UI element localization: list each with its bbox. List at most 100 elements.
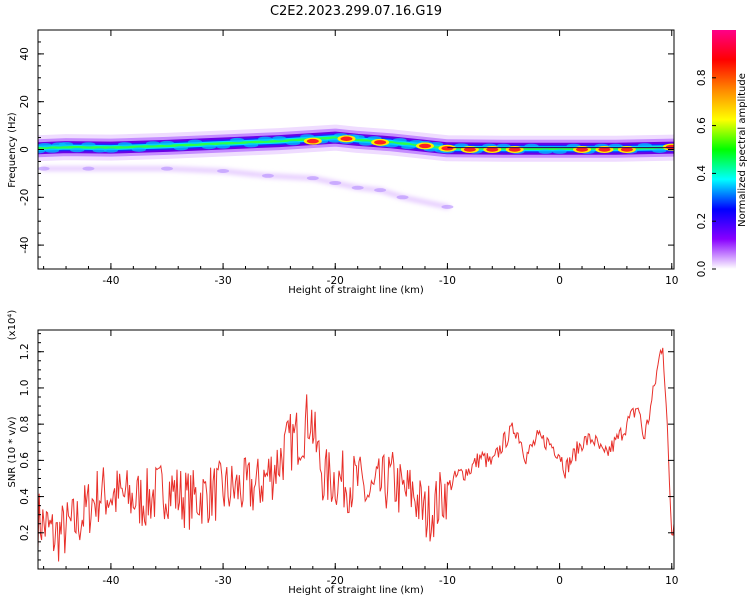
- ridge-speckle: [286, 140, 301, 146]
- ridge-speckle: [401, 144, 416, 150]
- spectrogram-xtick-label: 0: [556, 275, 563, 287]
- spectrogram-xtick-label: -10: [439, 275, 456, 287]
- snr-xtick-label: -20: [327, 575, 344, 587]
- colorbar-tick-label: 0.2: [696, 213, 708, 230]
- snr-frame: [37, 329, 675, 570]
- page-title: C2E2.2023.299.07.16.G19: [270, 4, 442, 19]
- ridge-speckle: [359, 141, 374, 146]
- hot-spot-core: [441, 146, 454, 151]
- spectrogram-xlabel: Height of straight line (km): [288, 285, 424, 296]
- secondary-track-blob: [351, 185, 364, 190]
- hot-spot-core: [340, 136, 353, 141]
- ridge-speckle: [392, 138, 407, 143]
- ridge-speckle: [174, 145, 189, 151]
- hot-spot-core: [306, 138, 319, 144]
- ridge-speckle: [131, 147, 146, 152]
- snr-ytick-label: 0.2: [19, 524, 31, 541]
- spectrogram-ytick-label: -40: [19, 237, 31, 254]
- ridge-speckle: [538, 149, 553, 154]
- secondary-track-blob: [374, 188, 387, 193]
- secondary-track-blob: [38, 166, 50, 171]
- ridge-speckle: [272, 136, 287, 141]
- colorbar-label: Normalized spectral amplitude: [737, 73, 748, 227]
- snr-xlabel: Height of straight line (km): [288, 585, 424, 596]
- secondary-track-blob: [160, 166, 173, 171]
- ridge-speckle: [258, 136, 273, 142]
- spectrogram-ytick-label: 0: [19, 146, 31, 153]
- colorbar-bar: [712, 30, 736, 269]
- secondary-track-blob: [82, 166, 95, 171]
- secondary-track-blob: [306, 176, 319, 181]
- ridge-speckle: [300, 134, 315, 139]
- ridge-speckle: [637, 143, 652, 148]
- hot-spot-core: [463, 147, 476, 152]
- ridge-speckle: [92, 148, 107, 153]
- ridge-speckle: [38, 148, 45, 154]
- snr-xtick-label: -30: [215, 575, 232, 587]
- snr-xtick-label: 10: [665, 575, 678, 587]
- ridge-speckle: [524, 143, 539, 149]
- snr-xtick-label: 0: [556, 575, 563, 587]
- colorbar-tick-label: 0.8: [696, 69, 708, 86]
- hot-spot-core: [418, 143, 431, 149]
- snr-ticks: -40 -30 -20 -10 0 10 0.2 0.4 0.6 0.8 1.0 1.2: [19, 330, 678, 587]
- spectrogram-ytick-label: 20: [19, 95, 31, 108]
- ridge-speckle: [230, 137, 245, 143]
- spectrogram-xtick-label: -40: [102, 275, 119, 287]
- secondary-track-blob: [261, 173, 274, 178]
- ridge-speckle: [608, 143, 623, 149]
- snr-plot-area: [38, 330, 674, 569]
- ridge-speckle: [45, 148, 60, 153]
- secondary-track-blob: [396, 195, 409, 200]
- colorbar-tick-label: 0.6: [696, 117, 708, 134]
- spectrogram-xtick-label: -30: [215, 275, 232, 287]
- snr-ytick-label: 0.8: [19, 416, 31, 433]
- hot-spot-core: [576, 147, 589, 152]
- snr-scale-label: (x10⁴): [7, 310, 18, 341]
- snr-ylabel: SNR (10 * v/v): [7, 416, 18, 487]
- ridge-speckle: [117, 142, 132, 147]
- ridge-speckle: [202, 144, 217, 150]
- snr-ytick-label: 0.6: [19, 452, 31, 469]
- ridge-speckle: [38, 142, 53, 148]
- hot-spot-core: [486, 147, 499, 152]
- ridge-speckle: [81, 142, 96, 147]
- secondary-track-blob: [441, 204, 454, 209]
- hot-spot-core: [508, 147, 521, 152]
- snr-panel: -40 -30 -20 -10 0 10 0.2 0.4 0.6 0.8 1.0 1.2 Height…: [7, 310, 678, 596]
- hot-spot-core: [374, 140, 387, 145]
- colorbar: 0.0 0.2 0.4 0.6 0.8 Normalized spectral ampl…: [696, 30, 748, 277]
- secondary-track-blob: [217, 169, 230, 174]
- snr-ytick-label: 1.0: [19, 380, 31, 397]
- ridge-core: [38, 136, 674, 151]
- spectrogram-heatmap: [38, 124, 674, 210]
- ridge-speckle: [145, 141, 160, 146]
- secondary-track-blob: [329, 180, 342, 185]
- ridge-speckle: [103, 148, 118, 153]
- ridge-speckle: [159, 140, 174, 146]
- ridge-speckle: [652, 148, 667, 153]
- spectrogram-ytick-label: 40: [19, 47, 31, 60]
- ridge-speckle: [552, 149, 567, 154]
- spectrogram-xtick-label: -20: [327, 275, 344, 287]
- ridge-speckle: [70, 147, 85, 153]
- snr-series-line: [38, 347, 674, 562]
- colorbar-tick-label: 0.0: [696, 261, 708, 278]
- ridge-speckle: [244, 142, 259, 148]
- colorbar-ticks: 0.0 0.2 0.4 0.6 0.8: [696, 69, 716, 277]
- spectrogram-ylabel: Frequency (Hz): [7, 112, 18, 188]
- ridge-speckle: [496, 143, 511, 149]
- spectrogram-ytick-label: -20: [19, 189, 31, 206]
- snr-ytick-label: 0.4: [19, 488, 31, 505]
- colorbar-tick-label: 0.4: [696, 165, 708, 182]
- snr-xtick-label: -10: [439, 575, 456, 587]
- ridge-speckle: [188, 139, 203, 145]
- spectrogram-panel: -40 -30 -20 -10 0 10 -40 -20 0 20 40 Height of str…: [7, 29, 678, 296]
- spectrogram-ticks: -40 -30 -20 -10 0 10 -40 -20 0 20 40: [19, 29, 678, 287]
- hot-spot-core: [598, 147, 611, 152]
- ridge-speckle: [216, 144, 231, 149]
- hot-spot-core: [620, 147, 633, 152]
- ridge-speckle: [59, 142, 74, 147]
- spectrogram-xtick-label: 10: [665, 275, 678, 287]
